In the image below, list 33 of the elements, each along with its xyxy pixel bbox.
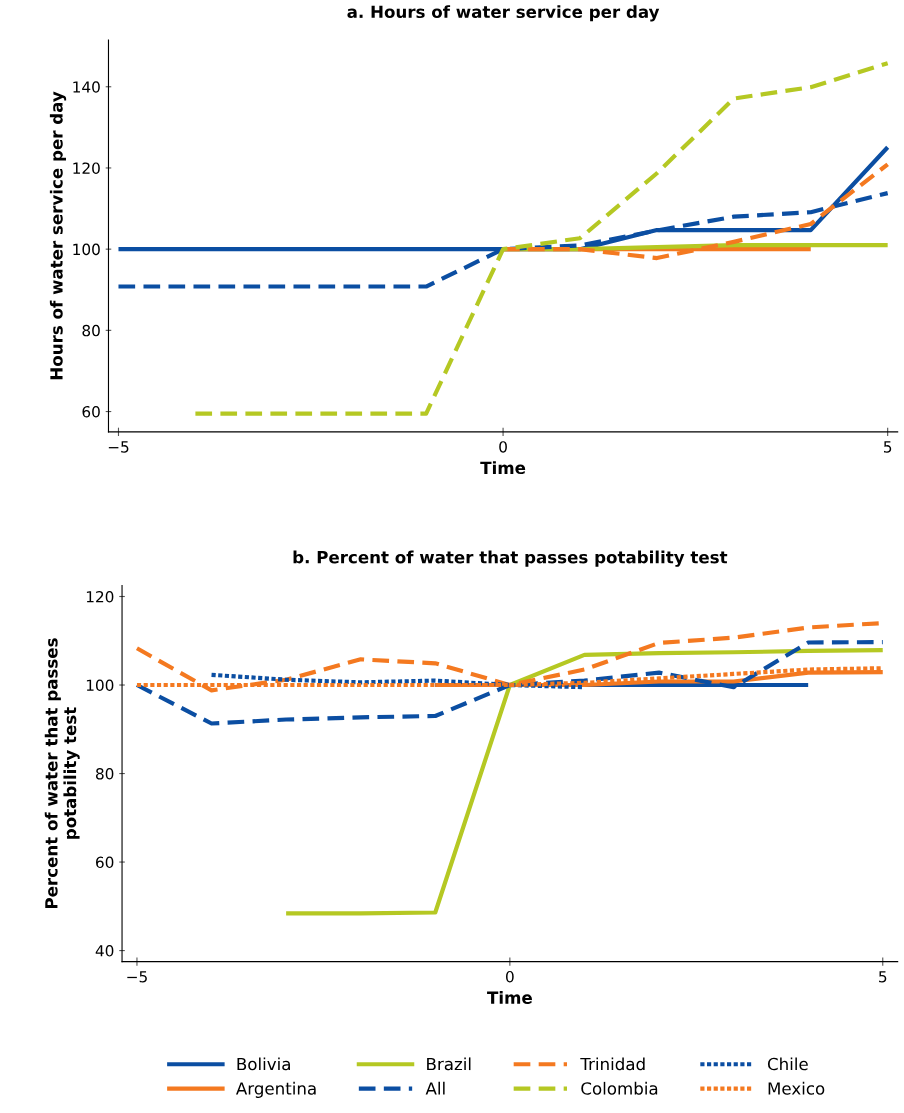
chart-title: a. Hours of water service per day: [347, 5, 660, 22]
y-tick-label: 100: [86, 679, 114, 692]
y-tick-label: 60: [82, 406, 100, 418]
y-tick-label: 120: [73, 162, 100, 174]
legend-label: Argentina: [236, 1081, 316, 1098]
line-series: [134, 640, 885, 726]
legend-label: Trinidad: [580, 1057, 645, 1071]
legend-label: Chile: [767, 1057, 808, 1071]
x-tick-label: 0: [506, 970, 514, 983]
chart-title: b. Percent of water that passes potability test: [293, 550, 728, 567]
legend-label: Colombia: [581, 1081, 658, 1095]
x-tick-label: −5: [108, 441, 129, 453]
y-tick-label: 100: [73, 243, 100, 256]
legend-label: Bolivia: [237, 1057, 290, 1071]
line-series: [284, 647, 885, 916]
x-tick-label: 5: [879, 971, 887, 983]
y-axis-title: Percent of water that passes potability test: [44, 638, 80, 909]
legend-label: Mexico: [768, 1081, 825, 1095]
legend-label: All: [425, 1081, 445, 1095]
y-axis-title: Hours of water service per day: [49, 91, 67, 380]
x-axis-title: Time: [480, 461, 526, 475]
x-tick-label: 0: [499, 441, 507, 453]
y-tick-label: 120: [86, 590, 114, 603]
y-tick-label: 140: [73, 81, 100, 93]
y-tick-label: 80: [96, 768, 114, 780]
y-tick-label: 60: [96, 856, 114, 869]
y-tick-label: 40: [95, 945, 114, 957]
legend-label: Brazil: [427, 1057, 471, 1071]
y-tick-label: 80: [82, 324, 100, 337]
x-axis-title: Time: [487, 991, 532, 1004]
x-tick-label: −5: [127, 971, 147, 983]
x-tick-label: 5: [883, 441, 892, 453]
line-series: [193, 61, 890, 416]
